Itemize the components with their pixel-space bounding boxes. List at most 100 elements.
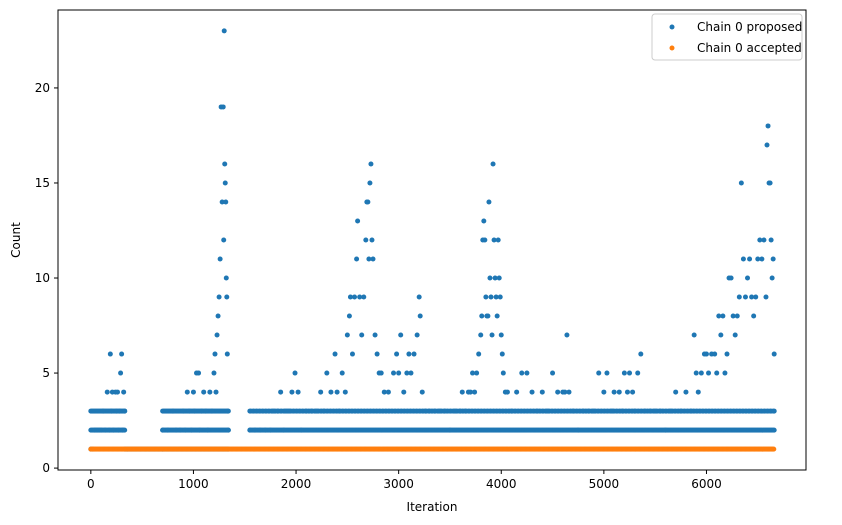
proposed-point bbox=[223, 275, 229, 281]
proposed-point bbox=[688, 408, 694, 414]
proposed-point bbox=[657, 408, 663, 414]
proposed-point bbox=[224, 351, 230, 357]
legend: Chain 0 proposed Chain 0 accepted bbox=[651, 13, 803, 61]
proposed-point bbox=[495, 237, 501, 243]
proposed-point bbox=[363, 237, 369, 243]
proposed-point bbox=[160, 427, 166, 433]
proposed-point bbox=[197, 427, 203, 433]
proposed-point bbox=[691, 332, 697, 338]
proposed-point bbox=[566, 389, 572, 395]
proposed-point bbox=[308, 408, 314, 414]
proposed-point bbox=[474, 370, 480, 376]
proposed-point bbox=[736, 294, 742, 300]
proposed-point bbox=[121, 389, 127, 395]
proposed-point bbox=[757, 237, 763, 243]
proposed-point bbox=[761, 237, 767, 243]
proposed-point bbox=[678, 408, 684, 414]
proposed-point bbox=[214, 332, 220, 338]
proposed-point bbox=[769, 275, 775, 281]
proposed-point bbox=[493, 294, 499, 300]
proposed-point bbox=[564, 332, 570, 338]
proposed-point bbox=[479, 313, 485, 319]
proposed-point bbox=[580, 408, 586, 414]
proposed-point bbox=[647, 408, 653, 414]
proposed-point bbox=[318, 389, 324, 395]
proposed-point bbox=[359, 332, 365, 338]
proposed-point bbox=[716, 313, 722, 319]
proposed-point bbox=[221, 28, 227, 34]
proposed-point bbox=[695, 389, 701, 395]
proposed-point bbox=[763, 294, 769, 300]
plot-frame bbox=[57, 9, 807, 471]
y-axis-ticks: 0 5 10 15 20 bbox=[35, 81, 58, 475]
proposed-point bbox=[632, 408, 638, 414]
proposed-point bbox=[278, 389, 284, 395]
proposed-point bbox=[504, 389, 510, 395]
proposed-point bbox=[247, 427, 253, 433]
proposed-point bbox=[703, 351, 709, 357]
proposed-point bbox=[635, 370, 641, 376]
x-tick-label: 4000 bbox=[486, 477, 517, 491]
legend-entry-proposed: Chain 0 proposed bbox=[697, 20, 802, 34]
proposed-point bbox=[437, 408, 443, 414]
proposed-point bbox=[225, 408, 231, 414]
proposed-point bbox=[391, 370, 397, 376]
proposed-point bbox=[262, 427, 268, 433]
proposed-point bbox=[722, 370, 728, 376]
proposed-point bbox=[398, 332, 404, 338]
proposed-point bbox=[108, 408, 114, 414]
proposed-point bbox=[476, 351, 482, 357]
proposed-point bbox=[496, 275, 502, 281]
proposed-point bbox=[487, 275, 493, 281]
proposed-point bbox=[365, 199, 371, 205]
x-tick-label: 0 bbox=[87, 477, 95, 491]
proposed-point bbox=[414, 332, 420, 338]
series-proposed-points bbox=[88, 28, 777, 452]
proposed-point bbox=[270, 408, 276, 414]
proposed-point bbox=[186, 408, 192, 414]
proposed-point bbox=[118, 370, 124, 376]
proposed-point bbox=[759, 256, 765, 262]
proposed-point bbox=[190, 389, 196, 395]
proposed-point bbox=[771, 408, 777, 414]
series-accepted-points bbox=[88, 446, 777, 452]
proposed-point bbox=[184, 389, 190, 395]
proposed-point bbox=[117, 408, 123, 414]
proposed-point bbox=[509, 408, 515, 414]
proposed-point bbox=[321, 408, 327, 414]
proposed-point bbox=[492, 275, 498, 281]
proposed-point bbox=[562, 389, 568, 395]
proposed-point bbox=[396, 370, 402, 376]
proposed-point bbox=[342, 389, 348, 395]
legend-marker-accepted bbox=[669, 45, 675, 51]
proposed-point bbox=[336, 408, 342, 414]
proposed-point bbox=[544, 408, 550, 414]
proposed-point bbox=[191, 408, 197, 414]
proposed-point bbox=[352, 294, 358, 300]
proposed-point bbox=[369, 237, 375, 243]
proposed-point bbox=[98, 427, 104, 433]
proposed-point bbox=[718, 332, 724, 338]
proposed-point bbox=[534, 408, 540, 414]
proposed-point bbox=[213, 389, 219, 395]
proposed-point bbox=[753, 294, 759, 300]
proposed-point bbox=[728, 275, 734, 281]
proposed-point bbox=[497, 294, 503, 300]
proposed-point bbox=[116, 427, 122, 433]
x-tick-label: 5000 bbox=[589, 477, 620, 491]
proposed-point bbox=[188, 427, 194, 433]
proposed-point bbox=[459, 389, 465, 395]
x-tick-label: 2000 bbox=[281, 477, 312, 491]
proposed-point bbox=[355, 218, 361, 224]
proposed-point bbox=[714, 370, 720, 376]
proposed-point bbox=[173, 427, 179, 433]
proposed-point bbox=[221, 237, 227, 243]
proposed-point bbox=[771, 427, 777, 433]
proposed-point bbox=[585, 408, 591, 414]
proposed-point bbox=[742, 294, 748, 300]
proposed-point bbox=[411, 351, 417, 357]
proposed-point bbox=[217, 256, 223, 262]
proposed-point bbox=[488, 294, 494, 300]
proposed-point bbox=[500, 370, 506, 376]
proposed-point bbox=[601, 389, 607, 395]
